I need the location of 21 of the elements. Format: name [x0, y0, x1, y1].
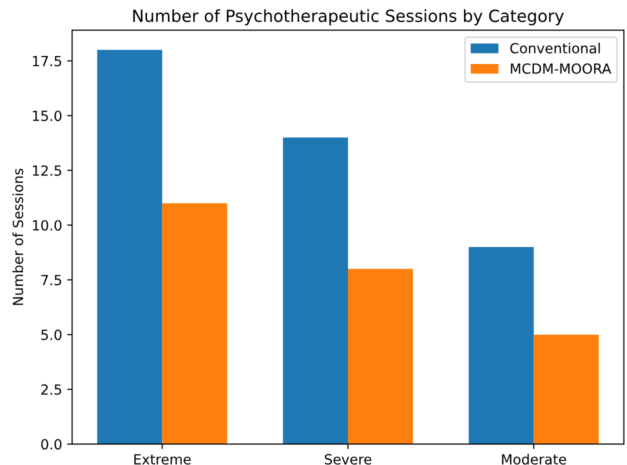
bar	[468, 247, 534, 444]
bar	[348, 268, 414, 444]
y-tick-label: 17.5	[32, 56, 62, 66]
legend-label: MCDM-MOORA	[510, 63, 612, 74]
bar	[534, 334, 599, 444]
x-tick-label: Severe	[324, 454, 372, 465]
y-tick-label: 5.0	[41, 330, 62, 340]
bar	[162, 203, 228, 444]
bar	[97, 50, 162, 444]
y-tick-label: 0.0	[41, 439, 62, 450]
y-tick-label: 10.0	[32, 220, 62, 231]
y-tick-label: 2.5	[41, 384, 62, 395]
x-tick-label: Moderate	[502, 454, 566, 465]
y-axis-title: Number of Sessions	[12, 168, 24, 305]
legend-label: Conventional	[510, 42, 600, 54]
x-tick-label: Extreme	[134, 454, 191, 465]
chart-title: Number of Psychotherapeutic Sessions by Category	[133, 9, 564, 26]
y-tick-label: 7.5	[41, 275, 62, 286]
y-tick-label: 15.0	[32, 110, 62, 122]
y-tick-label: 12.5	[32, 165, 62, 176]
bar	[282, 138, 348, 444]
